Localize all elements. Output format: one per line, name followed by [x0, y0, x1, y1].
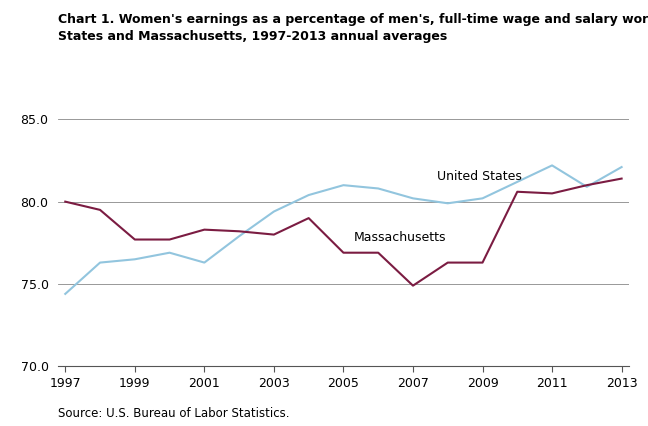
Text: Chart 1. Women's earnings as a percentage of men's, full-time wage and salary wo: Chart 1. Women's earnings as a percentag… [58, 13, 648, 43]
Text: Source: U.S. Bureau of Labor Statistics.: Source: U.S. Bureau of Labor Statistics. [58, 406, 290, 420]
Text: United States: United States [437, 170, 522, 183]
Text: Massachusetts: Massachusetts [354, 231, 446, 245]
